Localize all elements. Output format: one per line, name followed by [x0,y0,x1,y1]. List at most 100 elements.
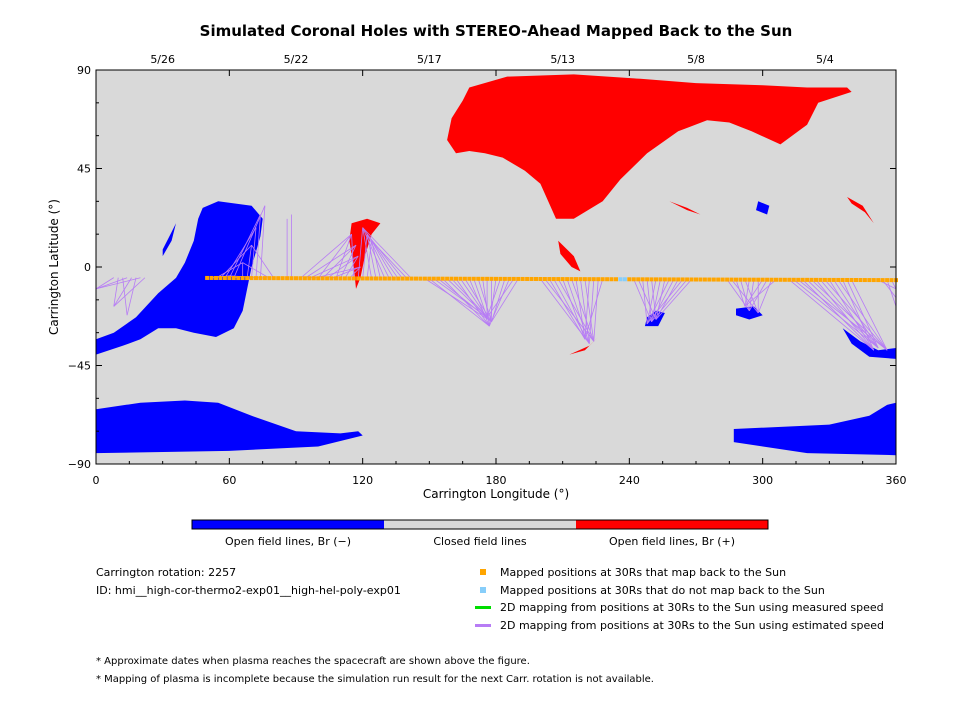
mapping-line-0-7 [113,277,146,307]
mapped-point [414,276,418,281]
mapping-line-6-8 [575,279,586,340]
mapped-point [640,277,645,282]
mapping-line-7-12 [651,279,688,322]
mapped-point [720,277,725,282]
mapping-line-9-7 [820,279,879,349]
mapped-point [862,278,867,283]
mapped-point [818,277,823,282]
coronal-hole-negative-3 [842,328,896,359]
mapping-line-8-2 [735,279,746,307]
mapped-point [316,276,321,281]
y-tick-label: 90 [77,64,91,77]
mapped-point [427,276,432,281]
mapped-point [222,276,227,281]
mapped-point [338,276,343,281]
mapping-line-5-17 [486,278,501,318]
mapped-point [418,276,423,281]
mapping-line-9-13 [846,279,879,349]
mapping-line-5-18 [491,278,506,322]
mapping-line-9-5 [811,279,888,351]
coronal-hole-positive-2 [669,201,701,215]
mapped-point [538,277,543,282]
mapping-line-5-7 [455,278,490,327]
mapped-point [782,277,787,282]
mapping-line-0-4 [113,277,132,307]
colorbar-label-negative: Open field lines, Br (−) [225,535,351,548]
top-date-label: 5/13 [550,53,575,66]
mapped-point [334,276,338,281]
mapped-point [769,277,774,282]
mapping-line-6-3 [553,278,590,344]
mapped-point [738,277,743,282]
mapped-point [542,277,547,282]
mapped-point [218,275,223,280]
coronal-hole-positive-4 [558,240,581,272]
mapping-line-5-10 [468,278,490,327]
mapped-point [365,276,370,281]
mapped-point [391,276,396,281]
mapping-line-4-3 [362,227,372,279]
y-tick-label: −90 [68,458,91,471]
mapped-point [649,277,654,282]
mapping-line-6-2 [548,278,586,340]
mapped-point [396,276,401,281]
mapping-line-1-11 [260,205,266,279]
mapped-point [880,278,885,283]
mapped-point [658,277,663,282]
mapped-point [440,276,445,281]
mapped-point [774,277,778,282]
mapped-point [822,277,827,282]
mapped-point [729,277,734,282]
mapping-line-7-2 [642,279,648,324]
x-tick-label: 300 [752,474,773,487]
mapped-point [756,277,761,282]
top-date-label: 5/4 [816,53,834,66]
mapped-point [387,276,392,281]
mapping-line-9-6 [815,279,875,351]
mapping-line-3-12 [351,234,355,279]
top-date-label: 5/22 [284,53,309,66]
mapping-line-1-10 [255,214,261,279]
top-date-label: 5/26 [150,53,175,66]
mapping-line-8-3 [740,279,750,311]
mapping-line-0-3 [95,277,128,290]
mapping-line-10-1 [882,279,897,298]
mapped-point [449,276,454,281]
mapped-point [702,277,707,282]
mapped-point [845,277,850,282]
mapping-line-7-3 [646,279,652,322]
mapped-point [302,276,307,281]
mapping-line-3-10 [344,255,359,279]
mapping-line-5-11 [473,278,488,318]
mapped-point [849,277,854,282]
mapped-point [582,277,587,282]
mapping-line-6-5 [562,278,586,340]
mapping-line-7-7 [655,279,666,320]
x-axis-label: Carrington Longitude (°) [423,487,569,501]
coronal-hole-positive-0 [447,74,852,219]
mapping-line-4-11 [371,240,408,279]
mapped-point [289,276,294,281]
mapped-point [556,277,561,282]
footnote-incomplete: * Mapping of plasma is incomplete becaus… [96,674,654,685]
legend-mapped-label: Mapped positions at 30Rs that map back t… [500,566,787,579]
legend-not-mapped-label: Mapped positions at 30Rs that do not map… [500,584,825,597]
mapped-point [494,276,498,281]
mapped-point [409,276,414,281]
mapped-point [698,277,703,282]
mapping-line-5-5 [446,278,488,318]
mapped-point [405,276,410,281]
mapping-line-1-13 [242,262,270,279]
mapping-line-3-4 [317,233,352,279]
mapping-line-5-13 [482,278,490,327]
mapped-point [254,276,258,281]
mapping-line-4-12 [362,227,412,279]
mapping-line-6-14 [584,279,604,340]
mapping-line-7-9 [651,279,675,322]
mapping-line-9-4 [806,279,879,349]
mapped-point [871,278,876,283]
mapped-point [325,276,330,281]
mapped-point [471,276,476,281]
mapped-point [814,277,818,282]
